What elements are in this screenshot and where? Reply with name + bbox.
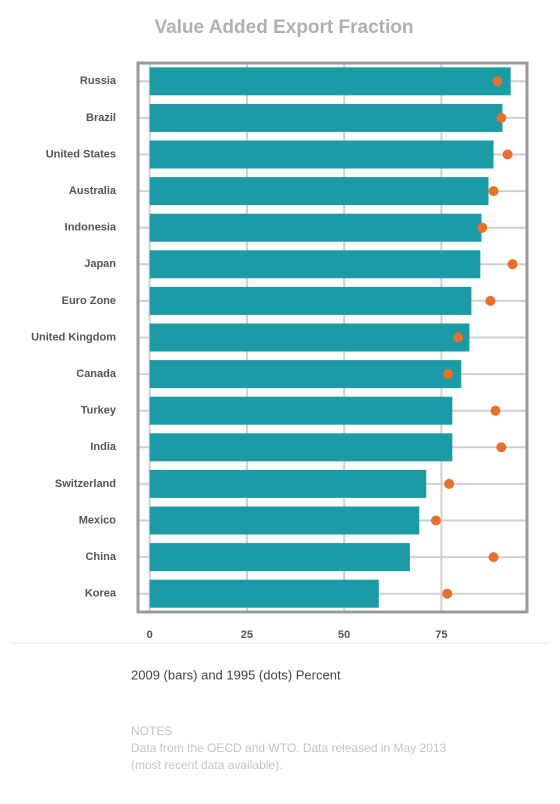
dot xyxy=(507,259,518,270)
y-tick-label: Mexico xyxy=(79,514,117,526)
bar xyxy=(149,396,453,425)
dot xyxy=(430,515,441,526)
dot xyxy=(490,405,501,416)
y-tick-label: India xyxy=(90,441,117,453)
dot xyxy=(444,478,455,489)
bar xyxy=(149,286,472,315)
bar xyxy=(149,140,494,169)
bar xyxy=(149,103,503,132)
chart-title: Value Added Export Fraction xyxy=(154,17,413,38)
dot xyxy=(488,186,499,197)
dot xyxy=(477,222,488,233)
bar xyxy=(149,323,470,352)
dot xyxy=(488,552,499,563)
y-tick-label: Turkey xyxy=(81,405,117,417)
notes-line: Data from the OECD and WTO. Data release… xyxy=(131,741,447,755)
dot xyxy=(453,332,464,343)
y-tick-label: Canada xyxy=(76,368,117,380)
dot xyxy=(485,295,496,306)
bar xyxy=(149,506,420,535)
dot xyxy=(443,369,454,380)
bar xyxy=(149,360,462,389)
y-tick-label: United Kingdom xyxy=(31,331,116,343)
y-tick-label: Indonesia xyxy=(65,222,117,234)
x-axis-label: 2009 (bars) and 1995 (dots) Percent xyxy=(131,667,341,682)
y-tick-label: Japan xyxy=(84,258,116,270)
bar xyxy=(149,433,453,462)
x-tick-label: 75 xyxy=(435,629,447,641)
dot xyxy=(496,442,507,453)
notes-heading: NOTES xyxy=(131,724,172,738)
bar xyxy=(149,579,379,608)
y-tick-label: Australia xyxy=(69,185,117,197)
x-tick-label: 25 xyxy=(241,629,253,641)
y-tick-label: Switzerland xyxy=(55,478,116,490)
plot-frame xyxy=(136,61,529,614)
notes-line: (most recent data available). xyxy=(131,758,282,772)
dot xyxy=(496,112,507,123)
y-tick-label: Euro Zone xyxy=(62,295,116,307)
y-tick-label: Brazil xyxy=(86,112,116,124)
bar xyxy=(149,543,410,572)
dot xyxy=(492,76,503,87)
y-tick-label: China xyxy=(85,551,116,563)
x-tick-label: 0 xyxy=(147,629,153,641)
dot xyxy=(442,588,453,599)
bar xyxy=(149,469,427,498)
bar xyxy=(149,250,481,279)
bar xyxy=(149,213,482,242)
y-tick-label: Russia xyxy=(80,75,117,87)
bar xyxy=(149,177,489,206)
y-tick-label: United States xyxy=(46,148,116,160)
bar xyxy=(149,67,511,96)
x-tick-label: 50 xyxy=(338,629,350,641)
y-tick-label: Korea xyxy=(85,588,117,600)
dot xyxy=(502,149,513,160)
